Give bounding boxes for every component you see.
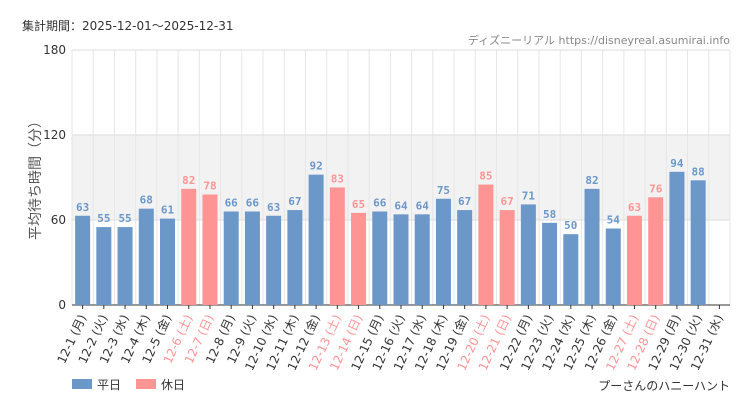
bar: [584, 188, 600, 305]
y-tick-label: 0: [58, 298, 66, 312]
value-label: 67: [458, 195, 471, 208]
bar: [648, 197, 664, 305]
bar: [244, 211, 260, 305]
bar: [223, 211, 239, 305]
value-label: 82: [182, 174, 195, 187]
value-label: 67: [288, 195, 301, 208]
value-label: 68: [140, 194, 153, 207]
value-label: 63: [267, 201, 280, 214]
attraction: プーさんのハニーハント: [598, 379, 730, 393]
bar: [435, 198, 451, 305]
bar: [520, 204, 536, 305]
period: 集計期間：2025-12-01～2025-12-31: [22, 18, 233, 33]
value-label: 66: [373, 197, 387, 210]
value-label: 92: [309, 160, 322, 173]
bar: [393, 214, 409, 305]
bar: [96, 227, 112, 305]
value-label: 76: [649, 182, 663, 195]
legend-swatch: [136, 379, 156, 389]
value-label: 71: [522, 189, 536, 202]
value-label: 88: [692, 165, 705, 178]
bar: [457, 210, 473, 305]
value-label: 63: [628, 201, 641, 214]
bar: [351, 212, 367, 305]
value-label: 75: [437, 184, 450, 197]
legend-swatch: [72, 379, 92, 389]
bar: [542, 222, 558, 305]
bar: [499, 210, 515, 305]
value-label: 78: [203, 180, 216, 193]
value-label: 58: [543, 208, 556, 221]
legend-label: 平日: [97, 378, 121, 392]
value-label: 65: [352, 198, 365, 211]
bar: [138, 208, 154, 305]
value-label: 50: [564, 219, 577, 232]
bar: [266, 215, 282, 305]
value-label: 55: [118, 212, 131, 225]
y-axis-label: 平均待ち時間（分）: [28, 114, 44, 240]
value-label: 66: [246, 197, 260, 210]
source: ディズニーリアル https://disneyreal.asumirai.inf…: [468, 33, 730, 47]
value-label: 55: [97, 212, 110, 225]
value-label: 83: [331, 172, 344, 185]
bar: [414, 214, 430, 305]
bar: [117, 227, 133, 305]
bar: [160, 218, 176, 305]
bar: [202, 194, 218, 305]
y-tick-label: 60: [51, 213, 66, 227]
bar: [329, 187, 345, 305]
y-tick-label: 120: [43, 128, 66, 142]
value-label: 66: [225, 197, 239, 210]
bar: [181, 188, 197, 305]
legend-label: 休日: [161, 378, 185, 392]
bar: [75, 215, 91, 305]
value-label: 94: [670, 157, 684, 170]
bar: [669, 171, 685, 305]
bar: [626, 215, 642, 305]
value-label: 61: [161, 204, 175, 217]
value-label: 54: [607, 214, 621, 227]
bar: [478, 184, 494, 305]
bar: [372, 211, 388, 305]
bar: [690, 180, 706, 305]
value-label: 82: [585, 174, 598, 187]
value-label: 64: [394, 199, 408, 212]
bar: [287, 210, 303, 305]
bar: [563, 234, 579, 305]
value-label: 63: [76, 201, 89, 214]
y-tick-label: 180: [43, 43, 66, 57]
bar: [308, 174, 324, 305]
value-label: 64: [416, 199, 430, 212]
value-label: 85: [479, 170, 492, 183]
bar: [605, 228, 621, 305]
value-label: 67: [501, 195, 514, 208]
